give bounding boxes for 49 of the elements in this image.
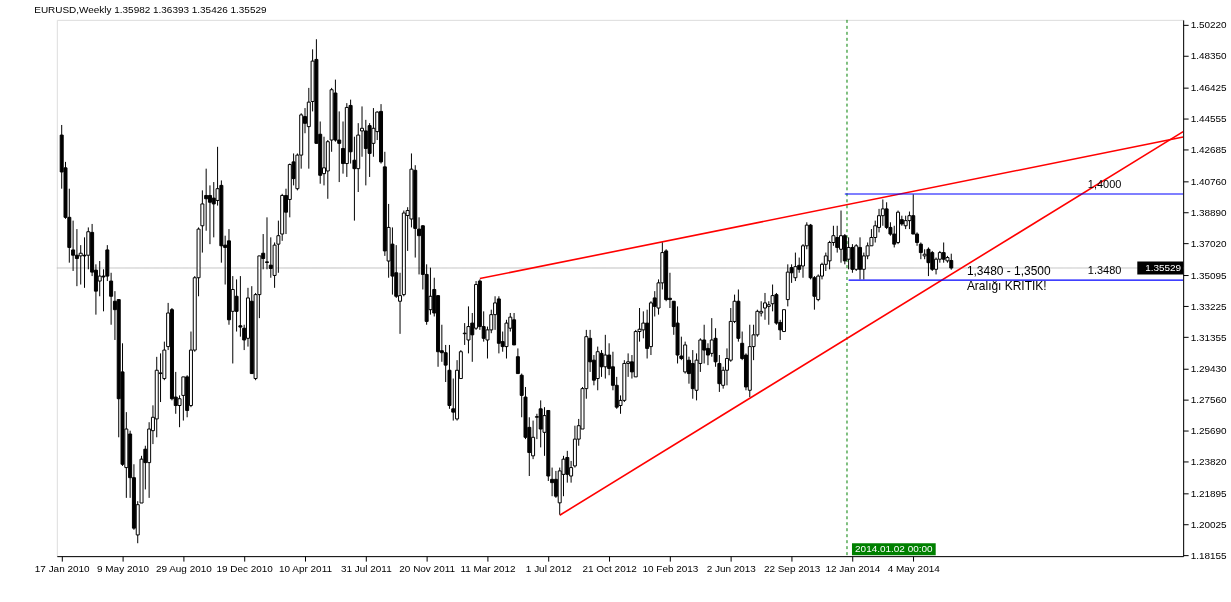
annotation: 1,3480 - 1,3500	[966, 263, 1051, 278]
y-tick-label: 1.25690	[1190, 425, 1228, 437]
y-tick-label: 1.20025	[1190, 519, 1228, 531]
ref-line-label: 1.35529	[1145, 261, 1182, 273]
y-tick-label: 1.29430	[1190, 363, 1228, 375]
x-tick-label: 29 Aug 2010	[155, 562, 213, 574]
y-tick-label: 1.40760	[1190, 175, 1228, 187]
candlestick	[603, 334, 608, 380]
x-tick-label: 10 Apr 2011	[279, 562, 333, 574]
y-tick-label: 1.42685	[1190, 144, 1228, 156]
x-tick-label: 2 Jun 2013	[706, 562, 757, 574]
candlestick	[930, 250, 935, 272]
x-tick-label: 12 Jan 2014	[825, 562, 881, 574]
x-tick-label: 19 Dec 2010	[216, 562, 274, 574]
x-tick-label: 17 Jan 2010	[34, 562, 91, 574]
y-tick-label: 1.23820	[1190, 456, 1228, 468]
candlestick	[835, 225, 840, 254]
y-tick-label: 1.21895	[1190, 488, 1228, 500]
x-tick-label: 22 Sep 2013	[763, 562, 821, 574]
candlestick	[371, 107, 376, 158]
y-tick-label: 1.38890	[1190, 206, 1228, 218]
y-tick-label: 1.37020	[1190, 237, 1228, 249]
candlestick	[858, 236, 863, 280]
candlestick	[515, 347, 520, 375]
x-tick-label: 9 May 2010	[97, 562, 150, 574]
y-tick-label: 1.44555	[1190, 113, 1228, 125]
y-tick-label: 1.46425	[1190, 82, 1228, 94]
candlestick	[553, 470, 558, 499]
x-tick-label: 11 Mar 2012	[460, 562, 516, 574]
candlestick	[234, 278, 239, 333]
y-tick-label: 1.31355	[1190, 331, 1228, 343]
y-tick-label: 1.27560	[1190, 394, 1228, 406]
x-tick-label: 4 May 2014	[887, 562, 941, 574]
x-tick-label: 31 Jul 2011	[340, 562, 393, 574]
x-tick-label: 21 Oct 2012	[582, 562, 638, 574]
annotation: Aralığı KRITIK!	[966, 278, 1047, 293]
y-tick-label: 1.18155	[1190, 550, 1228, 562]
y-tick-label: 1.48350	[1190, 50, 1228, 62]
ref-line-label: 2014.01.02 00:00	[855, 543, 934, 555]
candlestick	[702, 324, 707, 364]
candlestick	[846, 236, 851, 270]
series-label: 1.3480	[1087, 264, 1122, 277]
chart-title: EURUSD,Weekly 1.35982 1.36393 1.35426 1.35529	[34, 4, 267, 16]
y-tick-label: 1.33225	[1190, 300, 1228, 312]
y-tick-label: 1.35095	[1190, 269, 1228, 281]
x-tick-label: 1 Jul 2012	[525, 562, 573, 574]
x-tick-label: 20 Nov 2011	[399, 562, 456, 574]
y-tick-label: 1.50220	[1190, 19, 1228, 31]
x-tick-label: 10 Feb 2013	[642, 562, 699, 574]
